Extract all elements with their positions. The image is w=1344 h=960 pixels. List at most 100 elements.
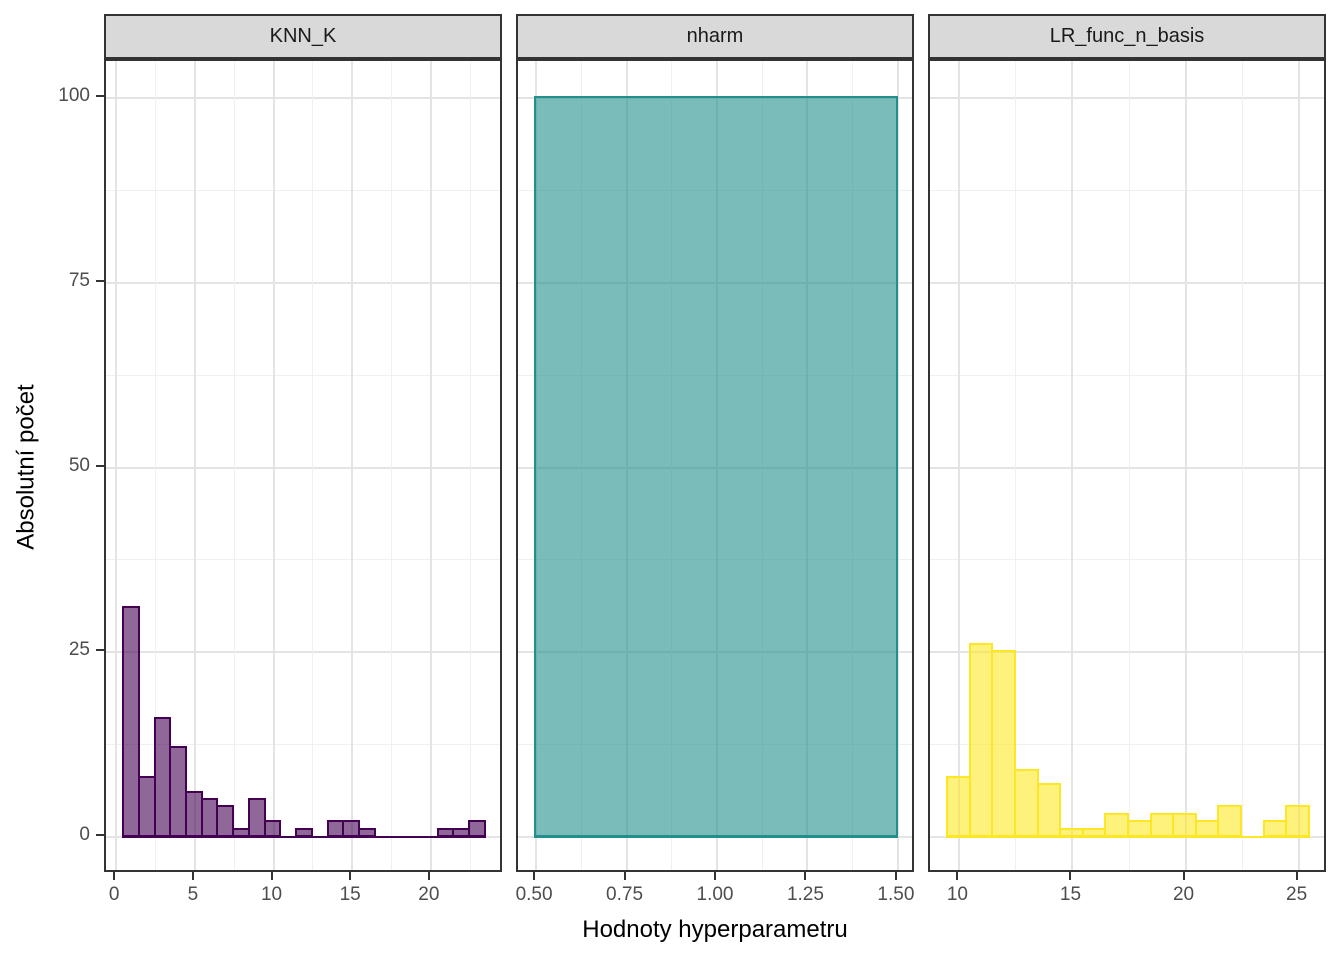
y-axis-tick-mark	[96, 649, 104, 652]
histogram-bar	[1172, 812, 1197, 838]
y-tick-label: 25	[68, 639, 90, 661]
x-tick-label: 0.50	[515, 884, 553, 905]
y-major-gridline	[930, 96, 1324, 99]
x-major-gridline	[429, 61, 432, 870]
histogram-bar	[1104, 812, 1129, 838]
y-tick-label: 75	[68, 269, 90, 291]
x-axis-tick-mark	[1069, 872, 1072, 880]
x-major-gridline	[1297, 61, 1300, 870]
histogram-bar	[1149, 812, 1175, 838]
histogram-bar	[991, 650, 1016, 838]
histogram-bar	[946, 775, 971, 838]
facet-strip-lr-func-n-basis: LR_func_n_basis	[928, 14, 1326, 59]
x-axis-tick-mark	[349, 872, 352, 880]
x-tick-label: 0.75	[606, 884, 644, 905]
y-axis-tick-mark	[96, 279, 104, 282]
x-axis-tick-mark	[1182, 872, 1185, 880]
x-axis-tick-mark	[113, 872, 116, 880]
x-minor-gridline	[233, 61, 235, 870]
x-major-gridline	[193, 61, 196, 870]
facet-panel-lr-func-n-basis	[928, 59, 1326, 872]
x-minor-gridline	[1128, 61, 1130, 870]
x-tick-label: 1.25	[786, 884, 824, 905]
y-minor-gridline	[930, 559, 1324, 561]
x-major-gridline	[1071, 61, 1074, 870]
facet-strip-label: LR_func_n_basis	[1049, 25, 1205, 47]
x-tick-label: 15	[1059, 884, 1082, 905]
y-tick-label: 100	[58, 84, 90, 106]
x-minor-gridline	[155, 61, 157, 870]
facet-panel-knn-k	[104, 59, 502, 872]
x-axis-tick-mark	[1295, 872, 1298, 880]
y-tick-label: 0	[79, 824, 90, 846]
histogram-baseline	[534, 836, 898, 839]
x-major-gridline	[272, 61, 275, 870]
x-axis-tick-mark	[956, 872, 959, 880]
y-axis-tick-mark	[96, 834, 104, 837]
x-minor-gridline	[1241, 61, 1243, 870]
y-minor-gridline	[106, 744, 500, 746]
histogram-bar	[1194, 820, 1220, 838]
y-major-gridline	[930, 466, 1324, 469]
x-major-gridline	[115, 61, 118, 870]
histogram-baseline	[946, 836, 1310, 839]
y-major-gridline	[106, 651, 500, 654]
histogram-bar	[468, 820, 486, 838]
histogram-bar	[1285, 805, 1310, 838]
x-axis-tick-mark	[714, 872, 716, 880]
histogram-bar	[122, 605, 140, 838]
facet-strip-knn-k: KNN_K	[104, 14, 502, 59]
x-major-gridline	[1184, 61, 1187, 870]
histogram-bar	[534, 95, 898, 838]
y-major-gridline	[930, 281, 1324, 284]
y-axis-tick-mark	[96, 464, 104, 467]
x-minor-gridline	[1015, 61, 1017, 870]
x-axis-tick-mark	[894, 872, 897, 880]
y-minor-gridline	[106, 189, 500, 191]
y-major-gridline	[930, 651, 1324, 654]
y-axis-tick-mark	[96, 94, 104, 97]
x-axis-title: Hodnoty hyperparametru	[582, 916, 848, 943]
facet-strip-nharm: nharm	[516, 14, 914, 59]
y-major-gridline	[106, 466, 500, 469]
histogram-bar	[1217, 805, 1243, 838]
histogram-baseline	[122, 836, 486, 839]
x-axis-tick-mark	[533, 872, 536, 880]
y-minor-gridline	[106, 374, 500, 376]
x-tick-label: 25	[1286, 884, 1308, 905]
x-tick-label: 5	[187, 884, 199, 905]
x-major-gridline	[351, 61, 354, 870]
x-tick-label: 10	[260, 884, 283, 905]
x-tick-label: 15	[339, 884, 361, 905]
x-minor-gridline	[391, 61, 393, 870]
facet-panel-nharm	[516, 59, 914, 872]
histogram-bar	[1036, 783, 1062, 838]
x-tick-label: 20	[418, 884, 440, 905]
x-tick-label: 10	[946, 884, 968, 905]
x-tick-label: 0	[108, 884, 120, 905]
x-axis-tick-mark	[270, 872, 273, 880]
histogram-bar	[295, 827, 313, 838]
y-major-gridline	[106, 281, 500, 284]
histogram-bar	[1127, 820, 1152, 838]
histogram-bar	[1262, 820, 1288, 838]
x-axis-tick-mark	[191, 872, 194, 880]
y-minor-gridline	[106, 559, 500, 561]
x-tick-label: 1.50	[877, 884, 915, 905]
y-minor-gridline	[930, 189, 1324, 191]
x-minor-gridline	[469, 61, 471, 870]
facet-strip-label: KNN_K	[269, 25, 337, 47]
facet-strip-label: nharm	[686, 25, 744, 47]
histogram-bar	[358, 827, 376, 838]
x-axis-tick-mark	[804, 872, 807, 880]
histogram-bar	[968, 642, 994, 838]
x-minor-gridline	[312, 61, 314, 870]
histogram-bar	[1013, 768, 1039, 838]
x-axis-tick-mark	[427, 872, 430, 880]
y-tick-label: 50	[68, 454, 90, 476]
x-major-gridline	[896, 61, 899, 870]
y-minor-gridline	[930, 374, 1324, 376]
y-minor-gridline	[930, 744, 1324, 746]
x-axis-tick-mark	[623, 872, 626, 880]
